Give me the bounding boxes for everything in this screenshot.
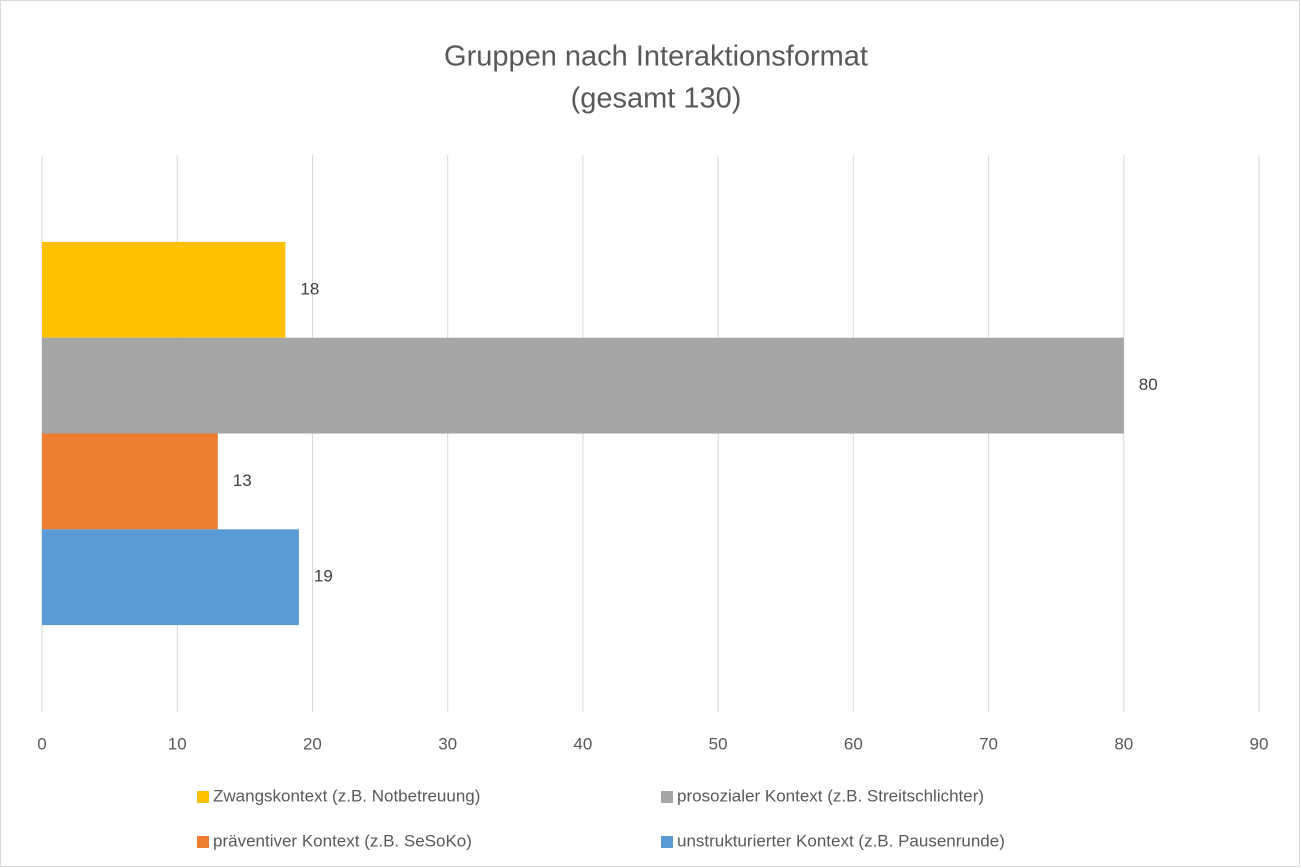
data-label: 19: [314, 567, 333, 586]
bar: [42, 241, 286, 338]
x-tick-label: 90: [1250, 734, 1269, 753]
legend-label: unstrukturierter Kontext (z.B. Pausenrun…: [677, 831, 1005, 850]
x-tick-label: 30: [438, 734, 457, 753]
x-tick-label: 80: [1114, 734, 1133, 753]
data-label: 13: [233, 471, 252, 490]
legend-swatch: [197, 791, 209, 803]
legend-swatch: [661, 791, 673, 803]
bar: [42, 529, 299, 626]
legend-swatch: [197, 836, 209, 848]
x-tick-label: 40: [573, 734, 592, 753]
bar: [42, 433, 218, 530]
x-tick-label: 10: [168, 734, 187, 753]
chart-subtitle: (gesamt 130): [571, 83, 742, 115]
x-tick-label: 70: [979, 734, 998, 753]
data-label: 80: [1139, 375, 1158, 394]
x-tick-label: 50: [709, 734, 728, 753]
legend-label: Zwangskontext (z.B. Notbetreuung): [213, 786, 480, 805]
legend-label: prosozialer Kontext (z.B. Streitschlicht…: [677, 786, 984, 805]
x-tick-label: 20: [303, 734, 322, 753]
legend-swatch: [661, 836, 673, 848]
x-tick-label: 60: [844, 734, 863, 753]
legend-label: präventiver Kontext (z.B. SeSoKo): [213, 831, 472, 850]
chart-title: Gruppen nach Interaktionsformat: [444, 41, 868, 73]
data-label: 18: [300, 279, 319, 298]
bar: [42, 337, 1124, 434]
x-tick-label: 0: [37, 734, 46, 753]
